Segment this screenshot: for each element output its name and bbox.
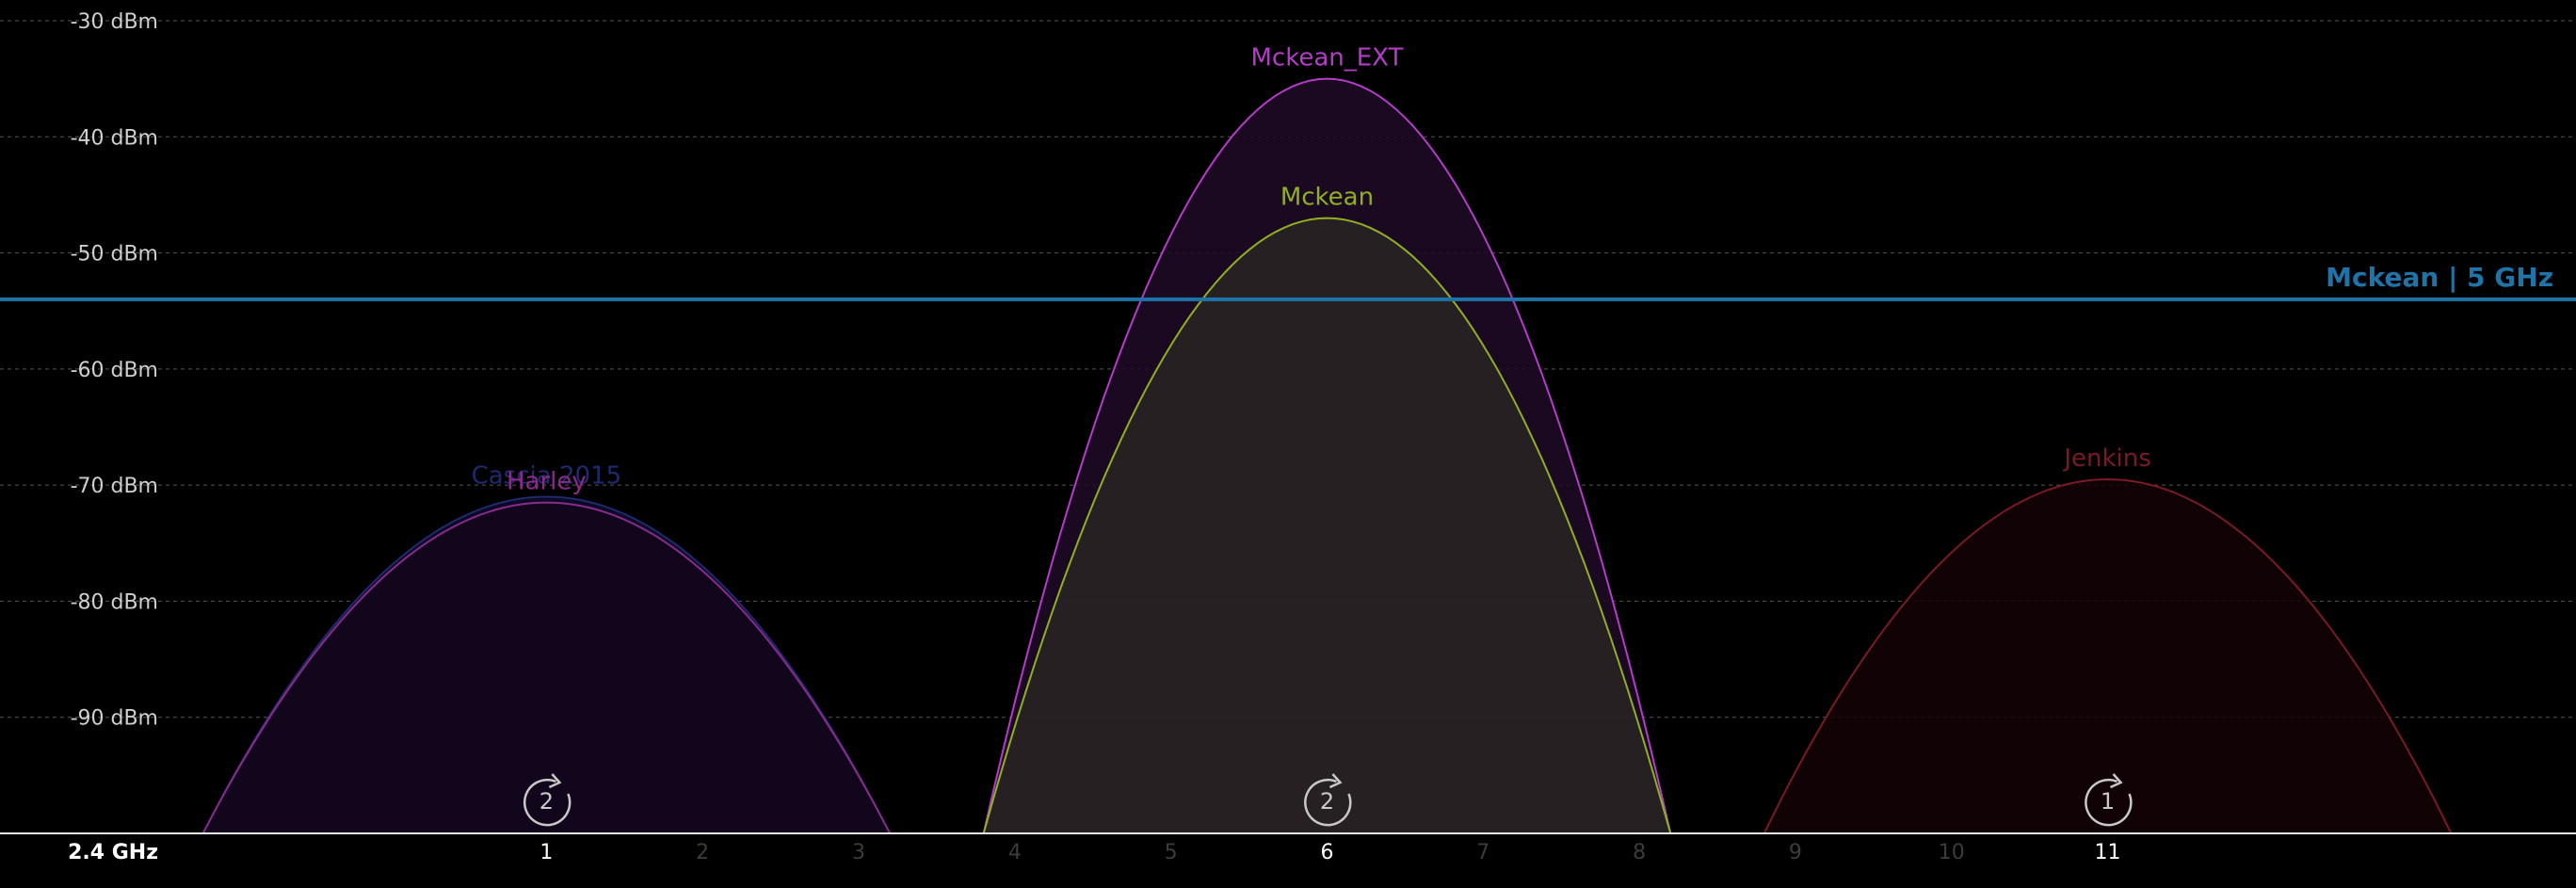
curve-mckean-ext xyxy=(982,77,1672,834)
curve-jenkins xyxy=(1763,477,2453,834)
reference-line-group: Mckean | 5 GHz xyxy=(0,262,2576,301)
x-tick-label: 8 xyxy=(1633,841,1646,864)
refresh-arrow xyxy=(548,773,562,789)
x-tick-label: 5 xyxy=(1165,841,1178,864)
channel-count: 2 xyxy=(1320,788,1334,815)
channel-count-badge: 2 xyxy=(1304,773,1352,827)
refresh-arrow xyxy=(2110,773,2123,789)
x-tick-label: 6 xyxy=(1320,841,1333,864)
x-tick-label: 3 xyxy=(852,841,865,864)
channel-count: 2 xyxy=(539,788,554,815)
channel-count-badges: 2 2 1 xyxy=(523,773,2133,827)
x-tick-label: 7 xyxy=(1476,841,1489,864)
refresh-icon xyxy=(523,778,572,827)
channel-count-badge: 2 xyxy=(523,773,572,827)
network-label-mckean-ext: Mckean_EXT xyxy=(1250,44,1403,73)
refresh-icon xyxy=(1304,778,1352,827)
band-label: 2.4 GHz xyxy=(68,841,158,864)
x-axis: 2.4 GHz 1 2 3 4 5 6 7 8 9 10 11 xyxy=(0,832,2576,864)
x-tick-label: 9 xyxy=(1789,841,1802,864)
x-tick-label: 4 xyxy=(1008,841,1022,864)
reference-line-label: Mckean | 5 GHz xyxy=(2326,262,2553,293)
y-tick-label: -50 dBm xyxy=(71,243,158,266)
channel-count: 1 xyxy=(2101,788,2115,815)
network-label-cascia-2015: Cascia 2015 xyxy=(472,461,622,490)
network-label-jenkins: Jenkins xyxy=(2062,444,2150,473)
network-label-mckean: Mckean xyxy=(1280,184,1374,212)
y-tick-label: -40 dBm xyxy=(71,126,158,150)
y-tick-label: -60 dBm xyxy=(71,359,158,382)
channel-count-badge: 1 xyxy=(2085,773,2133,827)
y-axis-labels: -30 dBm -40 dBm -50 dBm -60 dBm -70 dBm -80 d… xyxy=(71,10,158,731)
x-tick-label: 11 xyxy=(2095,841,2121,864)
x-tick-label: 10 xyxy=(1939,841,1965,864)
refresh-icon xyxy=(2085,778,2133,827)
refresh-arrow xyxy=(1328,773,1343,789)
y-tick-label: -70 dBm xyxy=(71,475,158,498)
x-tick-label: 1 xyxy=(539,841,553,864)
x-tick-label: 2 xyxy=(696,841,709,864)
y-tick-label: -90 dBm xyxy=(71,707,158,731)
curve-harley xyxy=(201,501,892,834)
y-tick-label: -80 dBm xyxy=(71,590,158,614)
area-harley xyxy=(202,502,891,833)
network-curves xyxy=(201,77,2453,834)
curve-cascia-2015 xyxy=(201,495,892,834)
network-label-harley: Harley xyxy=(507,468,587,496)
y-tick-label: -30 dBm xyxy=(71,10,158,34)
curve-mckean xyxy=(982,217,1672,834)
